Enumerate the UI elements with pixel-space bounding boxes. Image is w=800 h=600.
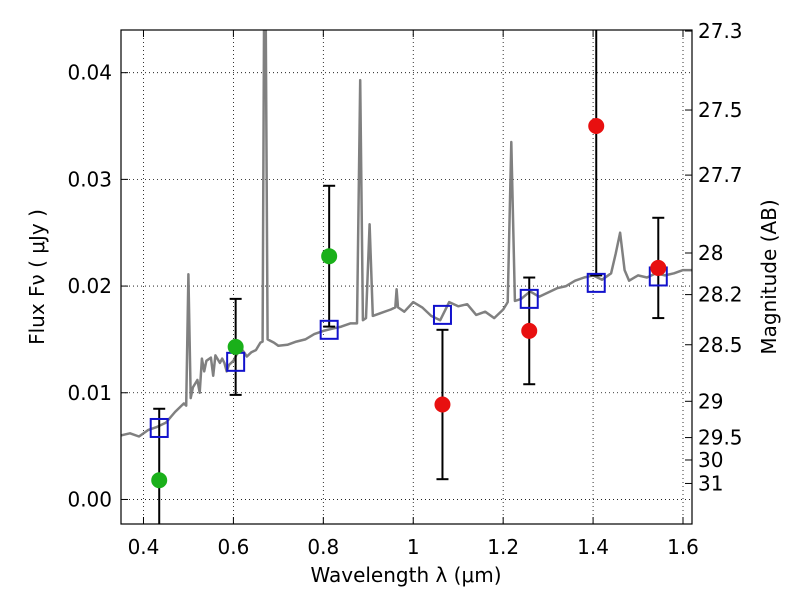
right-tick-label: 28.2 (698, 283, 743, 307)
model-spectrum-layer (121, 30, 692, 438)
y-tick-label: 0.01 (67, 381, 112, 405)
observed-flux-point (521, 322, 538, 339)
x-axis-title: Wavelength λ (μm) (310, 563, 501, 587)
y-tick-label: 0.00 (67, 487, 112, 511)
observed-flux-point (650, 259, 667, 276)
right-tick-label: 29.5 (698, 426, 743, 450)
right-tick-label: 29 (698, 389, 723, 413)
observed-flux-point (588, 118, 605, 135)
model-photometry-square (586, 272, 606, 293)
observed-flux-point (227, 338, 244, 355)
right-tick-label: 28 (698, 241, 723, 265)
x-tick-label: 1.4 (577, 535, 609, 559)
right-tick-label: 31 (698, 471, 723, 495)
y-axis-title: Flux Fν ( μJy ) (25, 209, 49, 345)
x-tick-label: 1.2 (487, 535, 519, 559)
x-tick-label: 0.8 (307, 535, 339, 559)
y-tick-label: 0.02 (67, 274, 112, 298)
model-photometry-square (149, 417, 169, 438)
photometry-layer (149, 30, 668, 524)
model-photometry-square (519, 288, 539, 309)
y-tick-label: 0.04 (67, 61, 112, 85)
ticks: 0.4 0.6 0.8 1 1.2 1.4 1.6 0.00 0.01 0.02 0.03 0.04 2… (67, 19, 742, 559)
x-tick-label: 0.6 (217, 535, 249, 559)
right-axis-title: Magnitude (AB) (757, 199, 781, 354)
x-tick-label: 1 (407, 535, 420, 559)
y-tick-label: 0.03 (67, 167, 112, 191)
model-spectrum-line (121, 30, 692, 438)
observed-flux-point (151, 472, 168, 489)
plot-frame (120, 29, 693, 525)
right-tick-label: 30 (698, 448, 723, 472)
observed-flux-point (434, 396, 451, 413)
right-tick-label: 28.5 (698, 333, 743, 357)
x-tick-label: 0.4 (128, 535, 160, 559)
observed-flux-point (321, 248, 338, 265)
right-tick-label: 27.7 (698, 163, 743, 187)
model-photometry-square (319, 319, 339, 340)
model-photometry-square (432, 304, 452, 325)
right-tick-label: 27.3 (698, 19, 743, 43)
right-tick-label: 27.5 (698, 98, 743, 122)
x-tick-label: 1.6 (667, 535, 699, 559)
